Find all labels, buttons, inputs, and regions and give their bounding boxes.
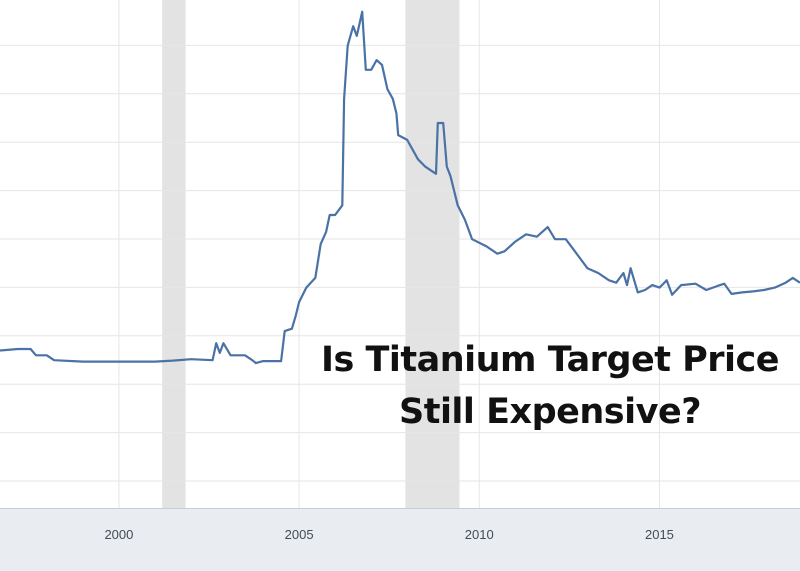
- x-tick-label-2000: 2000: [104, 527, 134, 542]
- recession-band-2: [405, 0, 460, 508]
- headline-overlay: Is Titanium Target Price Still Expensive…: [300, 334, 800, 438]
- x-tick-label-2010: 2010: [464, 527, 494, 542]
- headline-line-2: Still Expensive?: [399, 392, 702, 432]
- recession-band-1: [162, 0, 186, 508]
- x-tick-label-2015: 2015: [644, 527, 674, 542]
- headline-line-1: Is Titanium Target Price: [320, 340, 780, 380]
- x-tick-label-2005: 2005: [284, 527, 314, 542]
- x-axis-band: [0, 508, 800, 571]
- series-line-1: [0, 10, 800, 365]
